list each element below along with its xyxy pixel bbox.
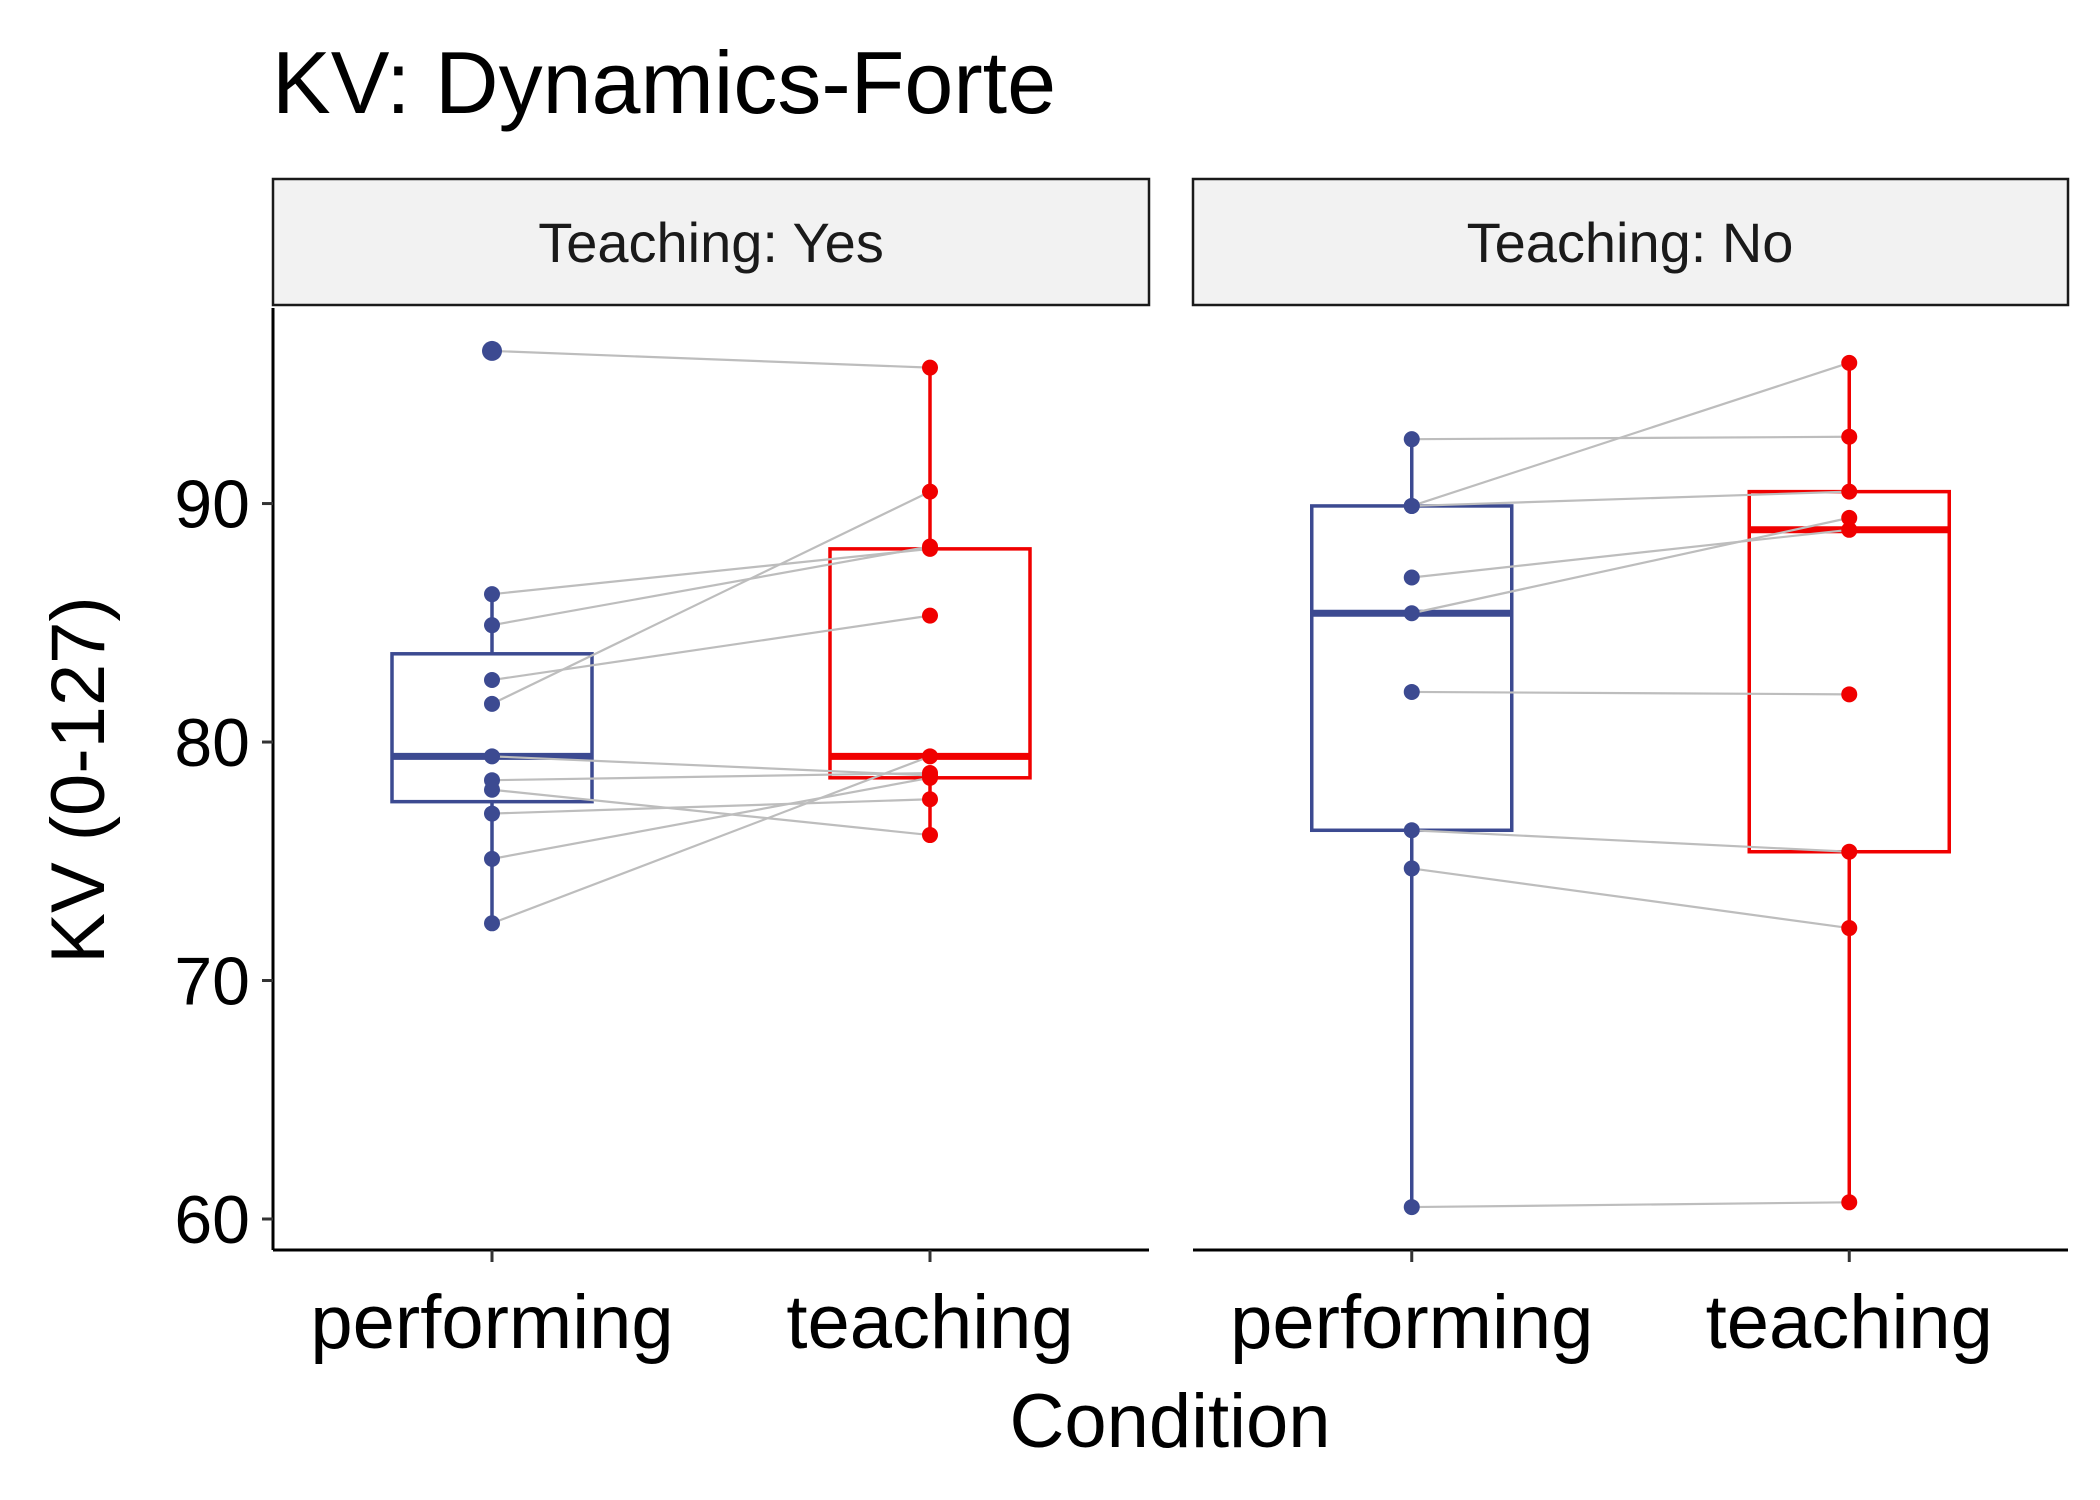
pair-line — [491, 798, 931, 815]
data-point — [1841, 1194, 1858, 1211]
data-point — [922, 483, 938, 500]
y-axis: 60 70 80 90 — [174, 308, 275, 1258]
data-point — [484, 586, 500, 603]
facet-strip-left: Teaching: Yes — [271, 177, 1151, 307]
data-point — [1403, 497, 1420, 514]
strip-label: Teaching: Yes — [538, 211, 884, 274]
chart-title: KV: Dynamics-Forte — [272, 33, 1056, 132]
x-tick-label: performing — [310, 1280, 673, 1365]
data-point — [484, 915, 500, 932]
data-point — [922, 359, 938, 376]
data-point — [484, 672, 500, 689]
x-tick-label: performing — [1230, 1280, 1593, 1365]
pair-line — [491, 547, 931, 596]
pair-line — [491, 788, 931, 837]
pair-line — [1411, 1201, 1850, 1209]
data-point — [484, 805, 500, 822]
data-point — [1403, 431, 1420, 448]
pair-line — [491, 490, 931, 705]
y-axis-title: KV (0-127) — [36, 596, 121, 964]
data-point — [1403, 822, 1420, 839]
panel-teaching-yes — [390, 340, 1032, 932]
data-point — [922, 769, 938, 786]
facet-strip-right: Teaching: No — [1191, 177, 2070, 307]
data-point — [1841, 509, 1858, 526]
data-point — [484, 748, 500, 765]
data-point — [484, 850, 500, 867]
x-tick-label: teaching — [786, 1280, 1073, 1365]
box-iqr — [1747, 489, 1951, 854]
data-point — [1403, 569, 1420, 586]
pair-line — [1411, 516, 1850, 615]
pair-line — [491, 349, 931, 369]
pair-line — [1411, 690, 1850, 696]
box-iqr — [828, 547, 1032, 780]
data-point — [922, 827, 938, 844]
data-point — [1841, 843, 1858, 860]
data-point — [1403, 860, 1420, 877]
y-tick-label: 60 — [174, 1182, 250, 1258]
data-point — [1841, 521, 1858, 538]
strip-background — [1191, 177, 2070, 307]
box-iqr — [1310, 504, 1514, 833]
x-tick-label: teaching — [1706, 1280, 1993, 1365]
strip-label: Teaching: No — [1467, 211, 1794, 274]
y-tick-label: 90 — [174, 467, 250, 543]
data-point — [484, 695, 500, 712]
outlier-point — [482, 340, 502, 361]
pair-line — [491, 545, 931, 627]
data-point — [1841, 920, 1858, 937]
data-point — [922, 748, 938, 765]
pair-line — [491, 776, 931, 860]
data-point — [484, 617, 500, 634]
pair-line — [491, 771, 931, 782]
panel-teaching-no — [1310, 354, 1951, 1216]
data-point — [1403, 1199, 1420, 1216]
data-point — [1841, 354, 1858, 371]
pair-line — [491, 755, 931, 925]
pair-line — [1411, 829, 1850, 853]
y-tick-label: 80 — [174, 705, 250, 781]
strip-background — [271, 177, 1151, 307]
pair-line — [1411, 528, 1850, 579]
x-axis: performing teaching performing teaching — [273, 1248, 2068, 1365]
pair-line — [1411, 361, 1850, 507]
data-point — [922, 538, 938, 555]
data-point — [484, 781, 500, 798]
pair-line — [1411, 867, 1850, 930]
data-point — [1403, 683, 1420, 700]
pair-line — [491, 755, 931, 777]
data-point — [1403, 605, 1420, 622]
data-point — [1841, 428, 1858, 445]
x-axis-title: Condition — [1009, 1379, 1330, 1464]
data-point — [922, 791, 938, 808]
pair-line — [1411, 435, 1850, 441]
data-point — [1841, 686, 1858, 703]
pair-line — [1411, 490, 1850, 508]
y-tick-label: 70 — [174, 944, 250, 1020]
data-point — [922, 607, 938, 624]
data-point — [1841, 483, 1858, 500]
